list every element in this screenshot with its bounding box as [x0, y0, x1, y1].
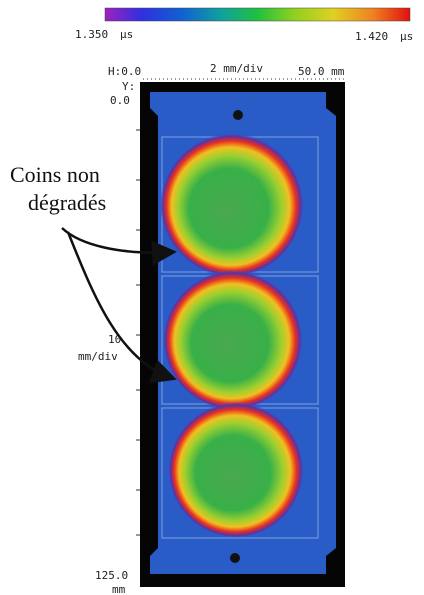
annotation-line1: Coins non [10, 162, 100, 187]
hole [230, 553, 240, 563]
hole [233, 110, 243, 120]
color-scale [104, 7, 411, 22]
y-end-unit: mm [112, 583, 126, 595]
damage-zone [160, 133, 304, 277]
damage-zone [163, 270, 303, 410]
h-end: 50.0 mm [298, 65, 345, 78]
scale-min-unit: μs [120, 28, 133, 41]
arrow [66, 231, 177, 384]
scale-max: 1.420 [355, 30, 388, 43]
y-end: 125.0 [95, 569, 128, 582]
scale-max-unit: μs [400, 30, 413, 43]
y-origin: 0.0 [110, 94, 130, 107]
annotation-line2: dégradés [28, 190, 106, 215]
h-div: 2 mm/div [210, 62, 263, 75]
y-label: Y: [122, 80, 135, 93]
y-div-unit: mm/div [78, 350, 118, 363]
damage-zone [168, 402, 304, 538]
h-origin: H:0.0 [108, 65, 141, 78]
scale-min: 1.350 [75, 28, 108, 41]
